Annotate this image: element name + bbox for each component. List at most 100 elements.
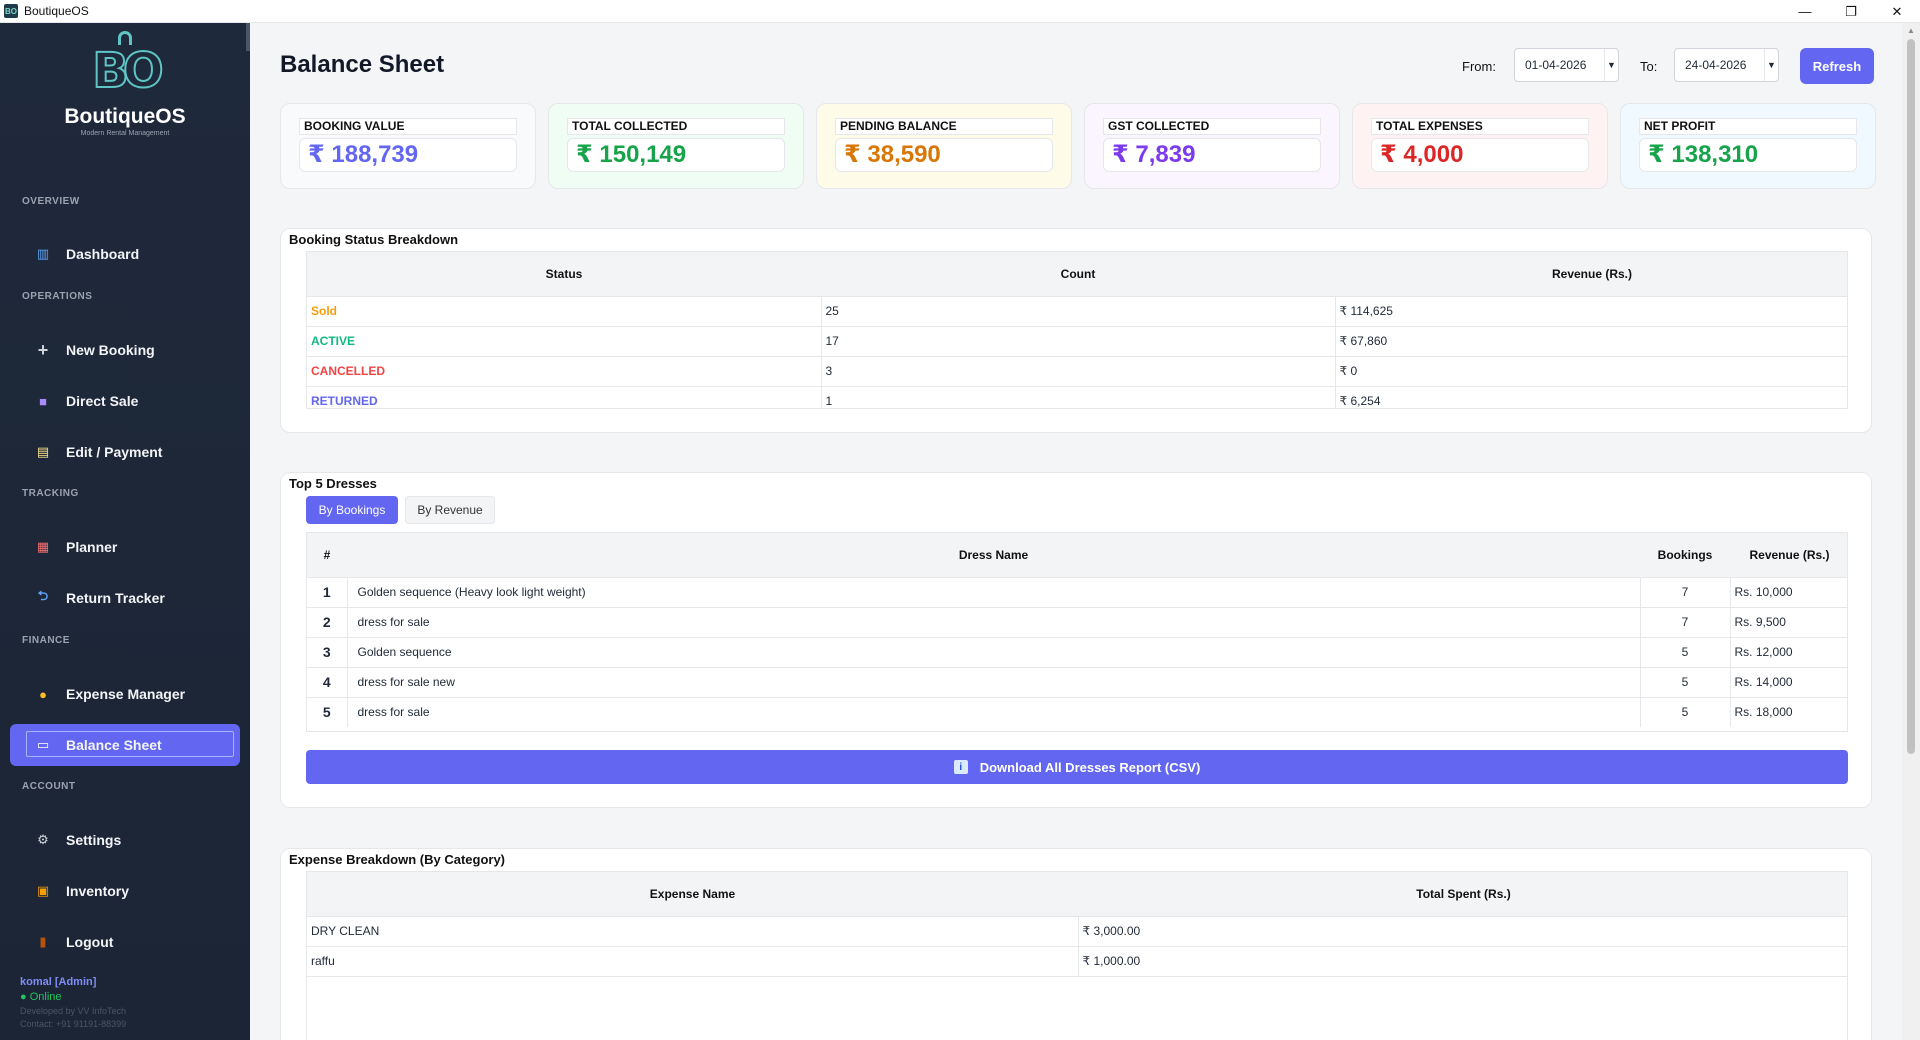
rank-cell: 3: [307, 636, 348, 667]
column-header[interactable]: Revenue (Rs.): [1730, 533, 1847, 577]
status-cell: Sold: [307, 295, 822, 326]
panel-title: Booking Status Breakdown: [289, 232, 459, 247]
developer-contact: Contact: +91 91191-88399: [20, 1019, 127, 1029]
chevron-down-icon[interactable]: ▼: [1764, 49, 1778, 81]
dress-name-cell: Golden sequence (Heavy look light weight…: [347, 576, 1641, 607]
sidebar-item-label: Expense Manager: [66, 686, 186, 702]
door-icon: ▮: [39, 934, 47, 949]
count-cell: 25: [821, 295, 1336, 326]
revenue-cell: ₹ 6,254: [1335, 385, 1847, 408]
sidebar: BO BoutiqueOS Modern Rental Management O…: [0, 23, 250, 1040]
sidebar-item-balance-sheet[interactable]: ▭ Balance Sheet: [10, 724, 240, 766]
sidebar-item-inventory[interactable]: ▣ Inventory: [10, 870, 240, 912]
table-row[interactable]: CANCELLED 3 ₹ 0: [307, 355, 1847, 386]
top-dresses-table[interactable]: # Dress Name Bookings Revenue (Rs.) 1 Go…: [306, 532, 1848, 732]
stat-value: ₹ 150,149: [567, 138, 785, 172]
sidebar-item-label: Edit / Payment: [66, 444, 163, 460]
column-header[interactable]: Count: [821, 252, 1335, 296]
revenue-cell: ₹ 0: [1335, 355, 1847, 386]
stat-card-total-collected: TOTAL COLLECTED ₹ 150,149: [548, 103, 804, 189]
stat-card-gst-collected: GST COLLECTED ₹ 7,839: [1084, 103, 1340, 189]
bookings-cell: 7: [1640, 606, 1731, 637]
user-name: komal [Admin]: [20, 976, 97, 988]
scroll-up-icon[interactable]: ▲: [1907, 26, 1915, 35]
table-row[interactable]: 3 Golden sequence 5 Rs. 12,000: [307, 636, 1847, 667]
stat-label: TOTAL COLLECTED: [567, 118, 785, 135]
vertical-scrollbar[interactable]: ▲: [1902, 23, 1920, 1040]
tab-by-bookings[interactable]: By Bookings: [306, 496, 398, 524]
column-header[interactable]: Expense Name: [307, 872, 1078, 916]
sidebar-item-label: Settings: [66, 832, 122, 848]
revenue-cell: Rs. 12,000: [1730, 636, 1847, 667]
table-row[interactable]: 5 dress for sale 5 Rs. 18,000: [307, 696, 1847, 727]
sidebar-item-new-booking[interactable]: + New Booking: [10, 329, 240, 371]
table-row[interactable]: 1 Golden sequence (Heavy look light weig…: [307, 576, 1847, 607]
revenue-cell: Rs. 10,000: [1730, 576, 1847, 607]
sidebar-item-label: Inventory: [66, 883, 130, 899]
chevron-down-icon[interactable]: ▼: [1604, 49, 1618, 81]
table-row[interactable]: 4 dress for sale new 5 Rs. 14,000: [307, 666, 1847, 697]
revenue-cell: Rs. 14,000: [1730, 666, 1847, 697]
count-cell: 17: [821, 325, 1336, 356]
stat-card-pending-balance: PENDING BALANCE ₹ 38,590: [816, 103, 1072, 189]
stat-label: GST COLLECTED: [1103, 118, 1321, 135]
bookings-cell: 5: [1640, 666, 1731, 697]
revenue-cell: Rs. 9,500: [1730, 606, 1847, 637]
booking-status-table[interactable]: Status Count Revenue (Rs.) Sold 25 ₹ 114…: [306, 251, 1848, 409]
logo-subtitle: Modern Rental Management: [80, 130, 170, 137]
table-row[interactable]: raffu ₹ 1,000.00: [307, 945, 1847, 977]
column-header[interactable]: Bookings: [1640, 533, 1730, 577]
sidebar-item-logout[interactable]: ▮ Logout: [10, 921, 240, 963]
sidebar-item-planner[interactable]: ▦ Planner: [10, 526, 240, 568]
from-date-picker[interactable]: 01-04-2026 ▼: [1514, 48, 1619, 82]
sidebar-item-return-tracker[interactable]: ⮌ Return Tracker: [10, 577, 240, 619]
tab-by-revenue[interactable]: By Revenue: [405, 496, 495, 524]
dress-name-cell: dress for sale: [347, 606, 1641, 637]
expense-name-cell: raffu: [307, 945, 1079, 977]
column-header[interactable]: Revenue (Rs.): [1335, 252, 1847, 296]
download-csv-button[interactable]: i Download All Dresses Report (CSV): [306, 750, 1848, 784]
table-row[interactable]: RETURNED 1 ₹ 6,254: [307, 385, 1847, 408]
column-header[interactable]: Total Spent (Rs.): [1078, 872, 1847, 916]
count-cell: 3: [821, 355, 1336, 386]
rank-cell: 1: [307, 576, 348, 607]
plus-icon: +: [37, 339, 49, 360]
column-header[interactable]: #: [307, 533, 347, 577]
table-row[interactable]: ACTIVE 17 ₹ 67,860: [307, 325, 1847, 356]
table-row[interactable]: 2 dress for sale 7 Rs. 9,500: [307, 606, 1847, 637]
minimize-button[interactable]: —: [1798, 4, 1812, 19]
sidebar-item-dashboard[interactable]: ▥ Dashboard: [10, 233, 240, 275]
gear-icon: ⚙: [37, 832, 49, 847]
expense-table[interactable]: Expense Name Total Spent (Rs.) DRY CLEAN…: [306, 871, 1848, 1040]
stat-label: BOOKING VALUE: [299, 118, 517, 135]
to-label: To:: [1640, 59, 1658, 74]
sidebar-item-label: Return Tracker: [66, 590, 165, 606]
table-row[interactable]: Sold 25 ₹ 114,625: [307, 295, 1847, 326]
revenue-cell: ₹ 114,625: [1335, 295, 1847, 326]
column-header[interactable]: Dress Name: [347, 533, 1640, 577]
scrollbar-thumb[interactable]: [1907, 39, 1915, 754]
column-header[interactable]: Status: [307, 252, 821, 296]
section-overview: OVERVIEW: [22, 196, 80, 207]
sidebar-resize-handle[interactable]: [246, 23, 250, 51]
sidebar-item-settings[interactable]: ⚙ Settings: [10, 819, 240, 861]
from-label: From:: [1462, 59, 1496, 74]
table-row[interactable]: DRY CLEAN ₹ 3,000.00: [307, 915, 1847, 946]
sidebar-item-expense-manager[interactable]: ● Expense Manager: [10, 673, 240, 715]
download-csv-label: Download All Dresses Report (CSV): [979, 759, 1201, 775]
logo: BO BoutiqueOS Modern Rental Management: [0, 31, 250, 137]
maximize-button[interactable]: ❐: [1845, 3, 1857, 19]
chart-icon: ▥: [36, 246, 50, 261]
sidebar-item-direct-sale[interactable]: ■ Direct Sale: [10, 380, 240, 422]
close-button[interactable]: ✕: [1891, 3, 1903, 19]
memo-icon: ▤: [36, 444, 50, 459]
sidebar-item-label: New Booking: [66, 342, 155, 358]
to-date-picker[interactable]: 24-04-2026 ▼: [1674, 48, 1779, 82]
top-dresses-panel: Top 5 Dresses By Bookings By Revenue # D…: [280, 472, 1872, 808]
status-cell: RETURNED: [307, 385, 822, 408]
sidebar-item-edit-payment[interactable]: ▤ Edit / Payment: [10, 431, 240, 473]
stat-value: ₹ 7,839: [1103, 138, 1321, 172]
refresh-button[interactable]: Refresh: [1800, 48, 1874, 84]
stat-card-net-profit: NET PROFIT ₹ 138,310: [1620, 103, 1876, 189]
dress-name-cell: Golden sequence: [347, 636, 1641, 667]
